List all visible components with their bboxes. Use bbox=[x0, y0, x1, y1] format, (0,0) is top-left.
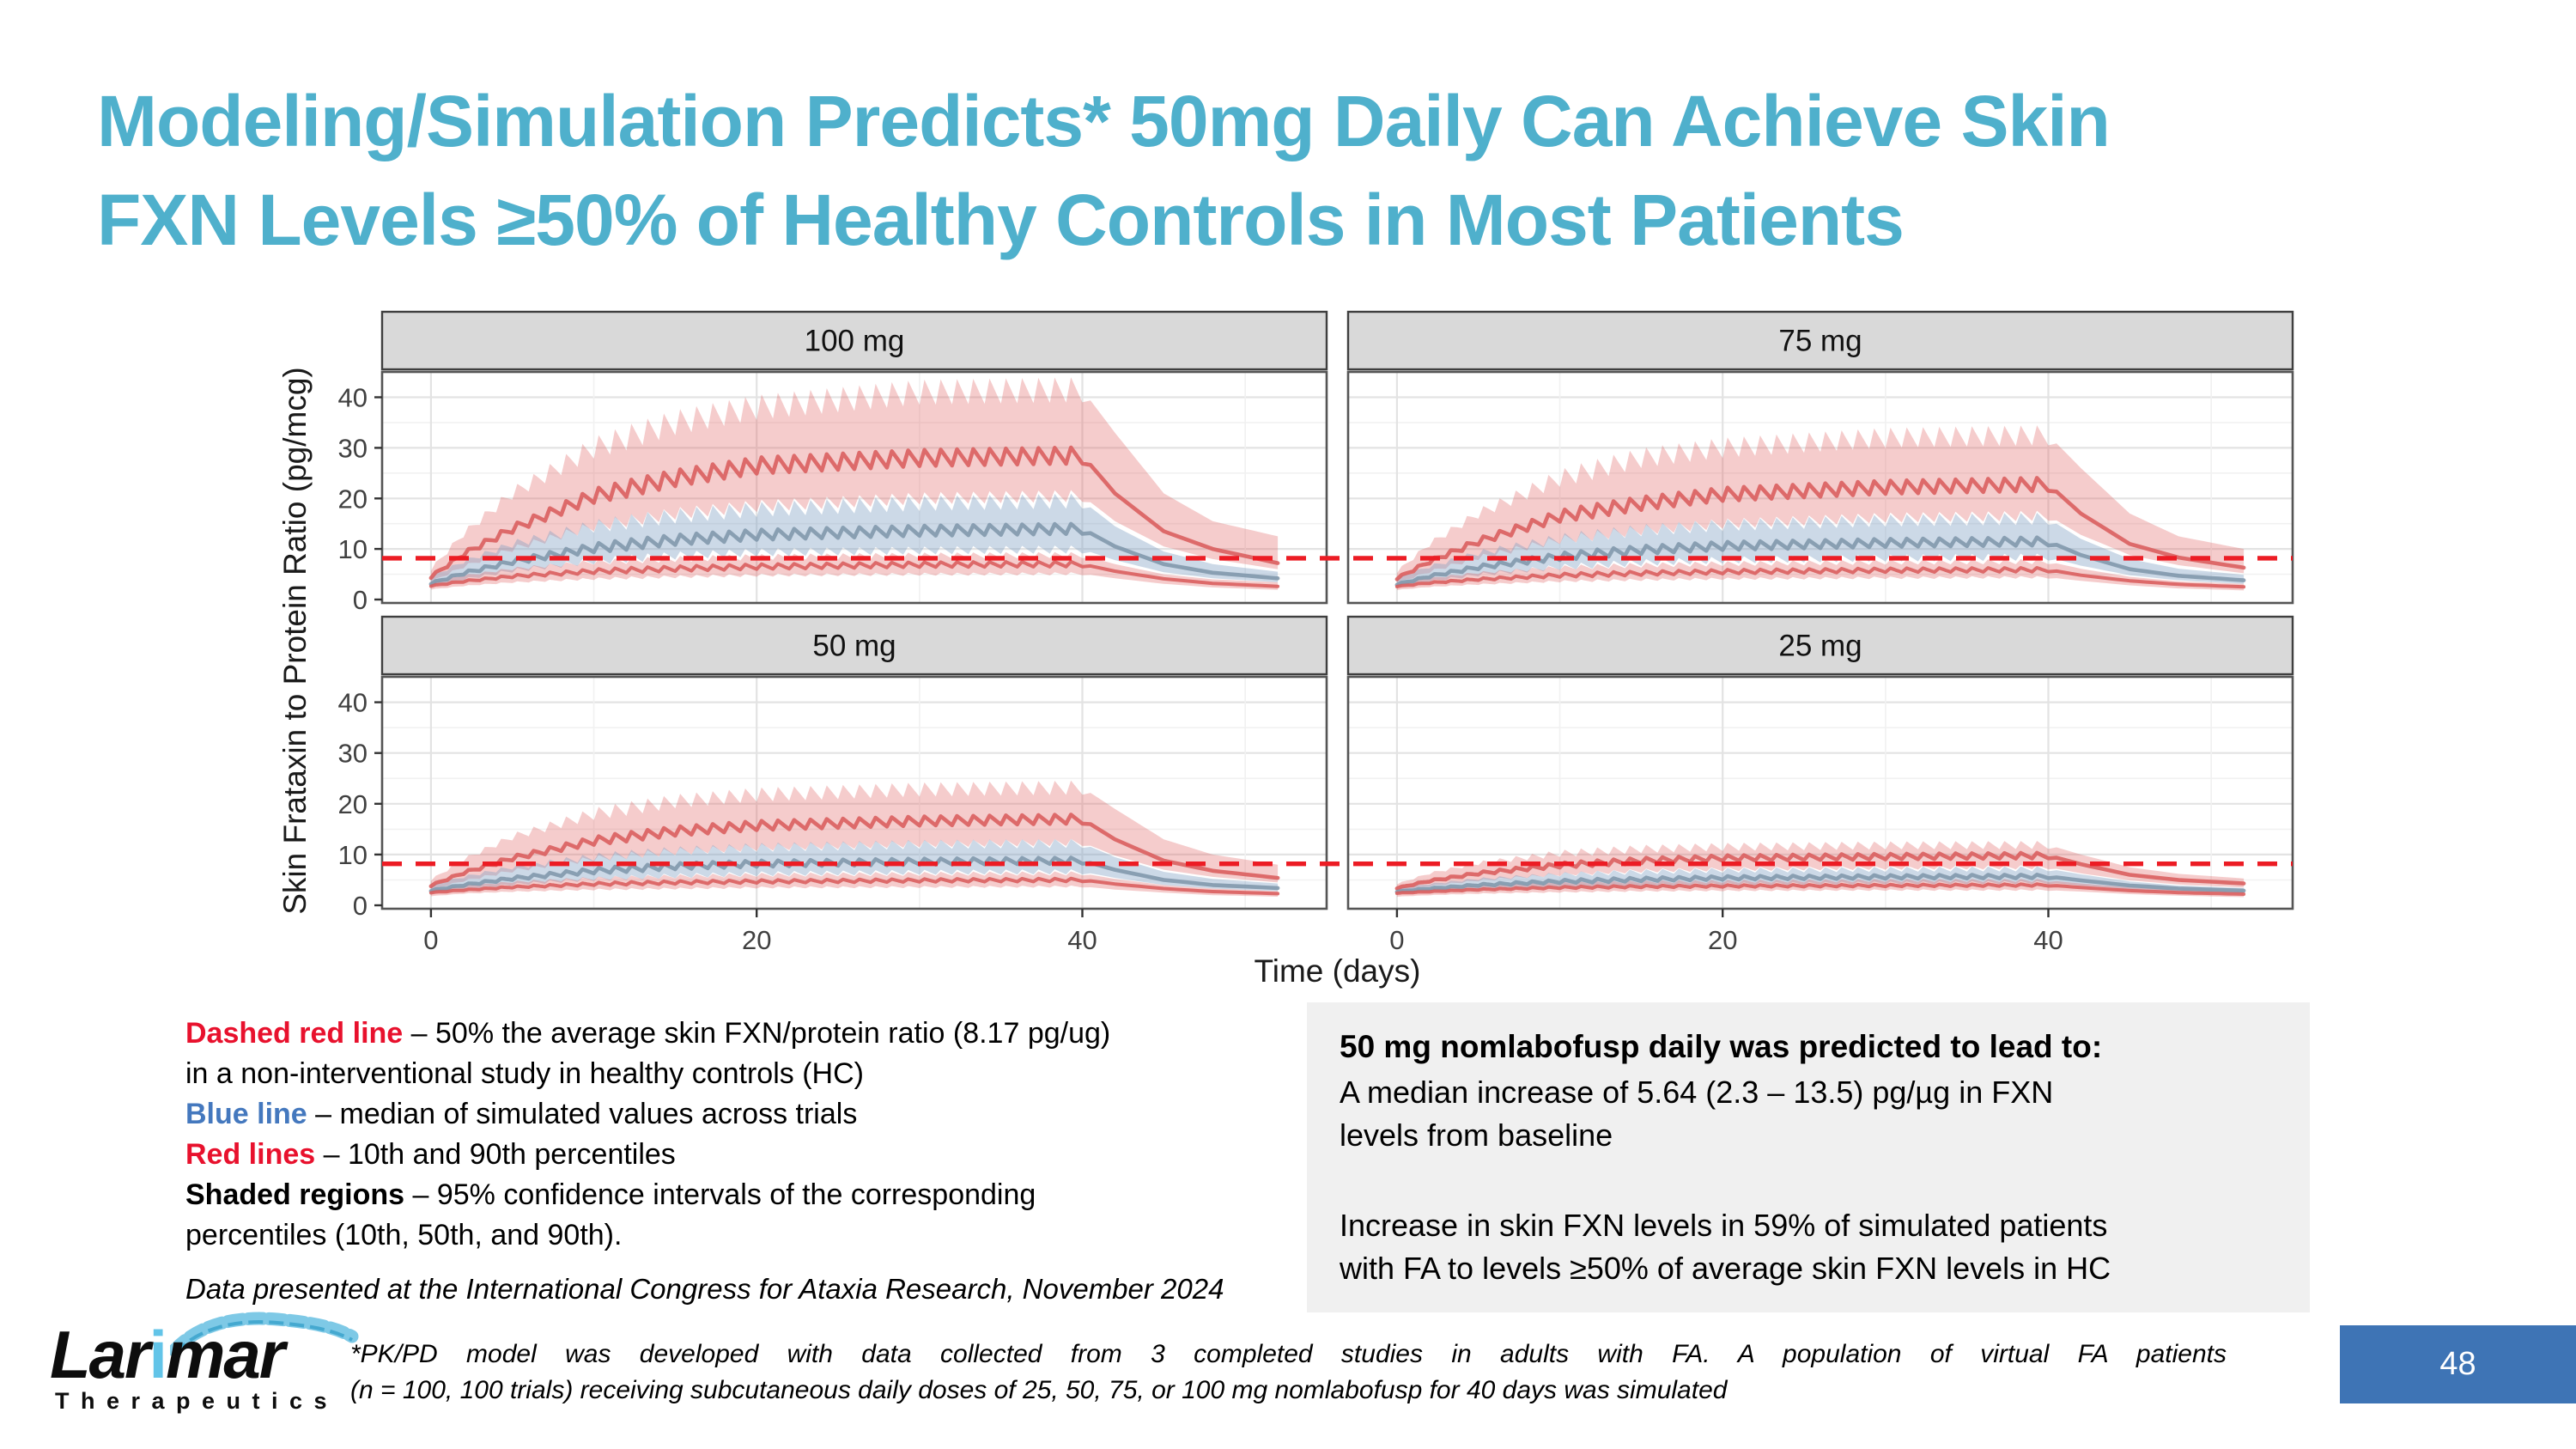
prediction-para2: Increase in skin FXN levels in 59% of si… bbox=[1340, 1207, 2111, 1286]
prediction-heading: 50 mg nomlabofusp daily was predicted to… bbox=[1340, 1029, 2103, 1064]
prediction-para1: A median increase of 5.64 (2.3 – 13.5) p… bbox=[1340, 1074, 2054, 1154]
y-tick-label: 40 bbox=[338, 688, 368, 718]
x-tick-label: 0 bbox=[1389, 925, 1404, 955]
line-p50 bbox=[428, 855, 1280, 893]
panel-50-mg: 50 mg bbox=[380, 615, 1328, 910]
facet-strip-label: 50 mg bbox=[812, 630, 896, 663]
y-tick-label: 0 bbox=[353, 891, 368, 921]
y-tick-label: 0 bbox=[353, 585, 368, 615]
facet-strip-label: 25 mg bbox=[1778, 630, 1862, 663]
slide-title-line2: FXN Levels ≥50% of Healthy Controls in M… bbox=[97, 180, 1905, 261]
logo-part-lar: Lar bbox=[50, 1317, 150, 1392]
line-p10 bbox=[1394, 882, 2246, 896]
legend-item-text: – 10th and 90th percentiles bbox=[315, 1137, 676, 1171]
band-p10_ci bbox=[1396, 559, 2245, 591]
facet-strip bbox=[1346, 615, 2294, 676]
prediction-summary-box: 50 mg nomlabofusp daily was predicted to… bbox=[1307, 1002, 2310, 1313]
legend-item-text: – median of simulated values across tria… bbox=[307, 1097, 858, 1130]
line-p90 bbox=[428, 445, 1280, 581]
page-number: 48 bbox=[2439, 1346, 2476, 1382]
x-tick-label: 0 bbox=[423, 925, 438, 955]
legend-item-label: Dashed red line bbox=[185, 1017, 404, 1050]
line-p10 bbox=[428, 876, 1280, 896]
band-p90_ci bbox=[1396, 841, 2245, 892]
y-tick-label: 30 bbox=[338, 433, 368, 463]
x-tick-label: 40 bbox=[2033, 925, 2063, 955]
logo-therapeutics: Therapeutics bbox=[55, 1388, 339, 1414]
page-number-badge: 48 bbox=[2340, 1325, 2576, 1403]
x-tick-label: 20 bbox=[742, 925, 771, 955]
legend-item-label: Shaded regions bbox=[185, 1178, 405, 1211]
legend-item: Blue line – median of simulated values a… bbox=[185, 1094, 1224, 1135]
band-p90_ci bbox=[1396, 425, 2245, 584]
spacer bbox=[1340, 1158, 2277, 1202]
logo-wordmark: Larimar bbox=[50, 1321, 350, 1388]
legend-item: Shaded regions – 95% confidence interval… bbox=[185, 1175, 1224, 1256]
legend-item: Red lines – 10th and 90th percentiles bbox=[185, 1135, 1224, 1175]
larimar-logo: Larimar Therapeutics bbox=[50, 1312, 359, 1414]
panel-75-mg: 75 mg bbox=[1346, 310, 2294, 605]
line-p10 bbox=[428, 559, 1280, 588]
footnote-line1: *PK/PD model was developed with data col… bbox=[350, 1340, 2227, 1368]
y-tick-label: 20 bbox=[338, 789, 368, 819]
y-tick-label: 10 bbox=[338, 534, 368, 564]
legend-item-label: Blue line bbox=[185, 1097, 307, 1130]
band-p90_ci bbox=[430, 780, 1279, 891]
band-p50_ci bbox=[430, 493, 1279, 588]
x-tick-label: 20 bbox=[1708, 925, 1737, 955]
y-axis-title: Skin Frataxin to Protein Ratio (pg/mcg) bbox=[277, 367, 313, 914]
band-p10_ci bbox=[430, 551, 1279, 590]
x-axis-title: Time (days) bbox=[1255, 953, 1421, 989]
chart-legend: Dashed red line – 50% the average skin F… bbox=[185, 1014, 1224, 1255]
legend-item: Dashed red line – 50% the average skin F… bbox=[185, 1014, 1224, 1094]
panel-100-mg: 100 mg bbox=[380, 310, 1328, 605]
line-p10 bbox=[1394, 566, 2246, 589]
helix-coil-icon bbox=[170, 1312, 359, 1357]
slide-title: Modeling/Simulation Predicts* 50mg Daily… bbox=[97, 72, 2518, 270]
footnote: *PK/PD model was developed with data col… bbox=[350, 1336, 2227, 1409]
footnote-line2: (n = 100, 100 trials) receiving subcutan… bbox=[350, 1376, 1728, 1404]
facet-strip-label: 75 mg bbox=[1778, 325, 1862, 358]
legend-item-label: Red lines bbox=[185, 1137, 316, 1171]
line-p90 bbox=[1394, 476, 2246, 581]
panel-25-mg: 25 mg bbox=[1346, 615, 2294, 910]
line-p50 bbox=[1394, 873, 2246, 894]
line-p90 bbox=[1394, 850, 2246, 891]
band-p90_ci bbox=[430, 377, 1279, 583]
facet-strip-label: 100 mg bbox=[805, 325, 905, 358]
y-tick-label: 40 bbox=[338, 383, 368, 413]
facet-strip bbox=[380, 615, 1328, 676]
line-p90 bbox=[428, 813, 1280, 889]
logo-part-mar: mar bbox=[166, 1317, 285, 1392]
legend-item-text: – 95% confidence intervals of the corres… bbox=[185, 1178, 1036, 1251]
y-tick-label: 10 bbox=[338, 840, 368, 870]
line-p50 bbox=[1394, 535, 2246, 588]
y-tick-label: 20 bbox=[338, 484, 368, 514]
logo-part-i: i bbox=[149, 1317, 167, 1392]
y-tick-label: 30 bbox=[338, 739, 368, 769]
slide-title-line1: Modeling/Simulation Predicts* 50mg Daily… bbox=[97, 81, 2111, 161]
source-note: Data presented at the International Cong… bbox=[185, 1273, 1224, 1305]
x-tick-label: 40 bbox=[1067, 925, 1097, 955]
legend-item-text: – 50% the average skin FXN/protein ratio… bbox=[185, 1017, 1111, 1090]
line-p50 bbox=[428, 521, 1280, 587]
facet-strip bbox=[1346, 310, 2294, 371]
facet-strip bbox=[380, 310, 1328, 371]
